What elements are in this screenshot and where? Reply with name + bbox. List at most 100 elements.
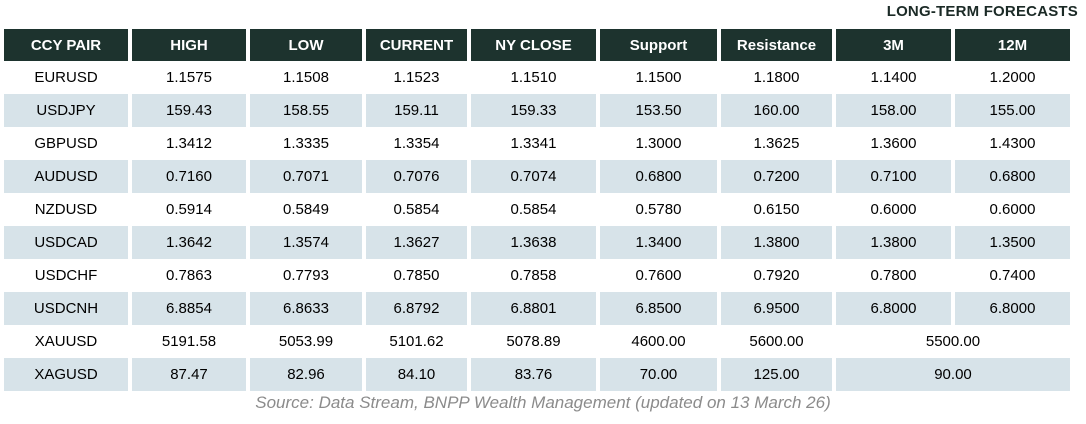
value-cell: 1.3000 xyxy=(600,127,717,160)
value-cell: 0.6000 xyxy=(836,193,951,226)
column-header: CURRENT xyxy=(366,29,467,61)
value-cell: 125.00 xyxy=(721,358,832,391)
table-row: AUDUSD 0.7160 0.7071 0.7076 0.7074 0.6800 0.72… xyxy=(4,160,1070,193)
value-cell: 0.6800 xyxy=(600,160,717,193)
source-note: Source: Data Stream, BNPP Wealth Managem… xyxy=(255,393,831,412)
value-cell: 1.3642 xyxy=(132,226,246,259)
value-cell: 6.8000 xyxy=(955,292,1070,325)
table-row: XAUUSD 5191.58 5053.99 5101.62 5078.89 4600.0… xyxy=(4,325,1070,358)
value-cell: 1.1400 xyxy=(836,61,951,94)
value-cell: 1.3354 xyxy=(366,127,467,160)
ccy-pair-cell: USDCAD xyxy=(4,226,128,259)
column-header: CCY PAIR xyxy=(4,29,128,61)
value-cell: 1.1500 xyxy=(600,61,717,94)
value-cell: 1.3625 xyxy=(721,127,832,160)
value-cell: 6.8854 xyxy=(132,292,246,325)
value-cell: 90.00 xyxy=(836,358,1070,391)
value-cell: 155.00 xyxy=(955,94,1070,127)
value-cell: 0.7071 xyxy=(250,160,362,193)
value-cell: 159.43 xyxy=(132,94,246,127)
value-cell: 1.3500 xyxy=(955,226,1070,259)
table-row: USDJPY 159.43 158.55 159.11 159.33 153.50 160.… xyxy=(4,94,1070,127)
value-cell: 4600.00 xyxy=(600,325,717,358)
column-header: 12M xyxy=(955,29,1070,61)
value-cell: 160.00 xyxy=(721,94,832,127)
value-cell: 0.5854 xyxy=(366,193,467,226)
ccy-pair-cell: USDCHF xyxy=(4,259,128,292)
value-cell: 0.5854 xyxy=(471,193,596,226)
value-cell: 0.7863 xyxy=(132,259,246,292)
value-cell: 1.1575 xyxy=(132,61,246,94)
value-cell: 0.6000 xyxy=(955,193,1070,226)
long-term-forecasts-label: LONG-TERM FORECASTS xyxy=(886,3,1078,20)
value-cell: 6.8500 xyxy=(600,292,717,325)
column-header: HIGH xyxy=(132,29,246,61)
value-cell: 0.6150 xyxy=(721,193,832,226)
value-cell: 1.3341 xyxy=(471,127,596,160)
value-cell: 5600.00 xyxy=(721,325,832,358)
value-cell: 0.5914 xyxy=(132,193,246,226)
table-row: USDCHF 0.7863 0.7793 0.7850 0.7858 0.7600 0.79… xyxy=(4,259,1070,292)
value-cell: 1.3600 xyxy=(836,127,951,160)
value-cell: 1.3412 xyxy=(132,127,246,160)
value-cell: 0.7600 xyxy=(600,259,717,292)
ccy-pair-cell: XAUUSD xyxy=(4,325,128,358)
value-cell: 1.3627 xyxy=(366,226,467,259)
table-row: GBPUSD 1.3412 1.3335 1.3354 1.3341 1.3000 1.36… xyxy=(4,127,1070,160)
ccy-pair-cell: USDCNH xyxy=(4,292,128,325)
value-cell: 0.6800 xyxy=(955,160,1070,193)
value-cell: 5500.00 xyxy=(836,325,1070,358)
ccy-pair-cell: XAGUSD xyxy=(4,358,128,391)
value-cell: 0.5849 xyxy=(250,193,362,226)
value-cell: 0.7076 xyxy=(366,160,467,193)
value-cell: 83.76 xyxy=(471,358,596,391)
value-cell: 1.3800 xyxy=(836,226,951,259)
value-cell: 0.5780 xyxy=(600,193,717,226)
value-cell: 6.9500 xyxy=(721,292,832,325)
ccy-pair-cell: GBPUSD xyxy=(4,127,128,160)
value-cell: 0.7160 xyxy=(132,160,246,193)
value-cell: 6.8801 xyxy=(471,292,596,325)
value-cell: 1.4300 xyxy=(955,127,1070,160)
value-cell: 1.3800 xyxy=(721,226,832,259)
value-cell: 1.1800 xyxy=(721,61,832,94)
value-cell: 5078.89 xyxy=(471,325,596,358)
table-row: EURUSD 1.1575 1.1508 1.1523 1.1510 1.1500 1.18… xyxy=(4,61,1070,94)
value-cell: 1.1510 xyxy=(471,61,596,94)
value-cell: 158.55 xyxy=(250,94,362,127)
value-cell: 84.10 xyxy=(366,358,467,391)
table-row: USDCAD 1.3642 1.3574 1.3627 1.3638 1.3400 1.38… xyxy=(4,226,1070,259)
header-row: CCY PAIR HIGH LOW CURRENT NY CLOSE Support Res… xyxy=(4,29,1070,61)
fx-forecast-table: CCY PAIR HIGH LOW CURRENT NY CLOSE Support Res… xyxy=(0,29,1074,391)
value-cell: 0.7850 xyxy=(366,259,467,292)
column-header: Resistance xyxy=(721,29,832,61)
ccy-pair-cell: AUDUSD xyxy=(4,160,128,193)
ccy-pair-cell: EURUSD xyxy=(4,61,128,94)
column-header: LOW xyxy=(250,29,362,61)
value-cell: 0.7400 xyxy=(955,259,1070,292)
value-cell: 70.00 xyxy=(600,358,717,391)
ccy-pair-cell: USDJPY xyxy=(4,94,128,127)
value-cell: 1.3638 xyxy=(471,226,596,259)
value-cell: 159.11 xyxy=(366,94,467,127)
value-cell: 1.1508 xyxy=(250,61,362,94)
value-cell: 1.2000 xyxy=(955,61,1070,94)
table-row: XAGUSD 87.47 82.96 84.10 83.76 70.00 125.00 90.… xyxy=(4,358,1070,391)
column-header: NY CLOSE xyxy=(471,29,596,61)
value-cell: 0.7858 xyxy=(471,259,596,292)
value-cell: 153.50 xyxy=(600,94,717,127)
value-cell: 5101.62 xyxy=(366,325,467,358)
value-cell: 1.3400 xyxy=(600,226,717,259)
value-cell: 158.00 xyxy=(836,94,951,127)
value-cell: 0.7800 xyxy=(836,259,951,292)
value-cell: 87.47 xyxy=(132,358,246,391)
value-cell: 0.7074 xyxy=(471,160,596,193)
value-cell: 5191.58 xyxy=(132,325,246,358)
value-cell: 1.1523 xyxy=(366,61,467,94)
value-cell: 6.8000 xyxy=(836,292,951,325)
value-cell: 0.7200 xyxy=(721,160,832,193)
table-row: USDCNH 6.8854 6.8633 6.8792 6.8801 6.8500 6.95… xyxy=(4,292,1070,325)
value-cell: 1.3335 xyxy=(250,127,362,160)
column-header: 3M xyxy=(836,29,951,61)
